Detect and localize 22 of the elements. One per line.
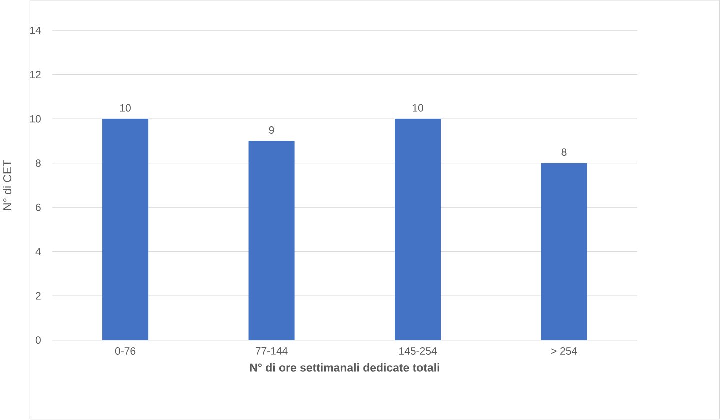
y-tick-label: 4 — [36, 248, 42, 256]
bar — [102, 119, 149, 340]
y-tick-label: 0 — [36, 336, 41, 344]
y-axis-title: N° di CET — [3, 160, 12, 210]
x-tick-label: 0-76 — [115, 348, 136, 356]
y-tick-label: 10 — [30, 115, 41, 123]
y-tick-label: 12 — [30, 71, 41, 79]
data-label: 9 — [269, 126, 274, 134]
bar — [248, 141, 295, 340]
y-tick-label: 2 — [36, 292, 41, 300]
y-tick-label: 14 — [30, 27, 42, 34]
x-tick-label: 77-144 — [256, 348, 288, 355]
bar — [541, 163, 588, 340]
y-tick-label: 6 — [36, 204, 41, 212]
data-label: 10 — [412, 104, 424, 112]
x-axis-title: N° di ore settimanali dedicate totali — [250, 364, 440, 372]
x-tick-label: > 254 — [552, 348, 578, 356]
data-label: 10 — [120, 104, 131, 112]
data-label: 8 — [562, 148, 567, 156]
bar — [395, 119, 442, 340]
x-tick-label: 145-254 — [400, 348, 437, 356]
y-tick-label: 8 — [36, 160, 41, 168]
